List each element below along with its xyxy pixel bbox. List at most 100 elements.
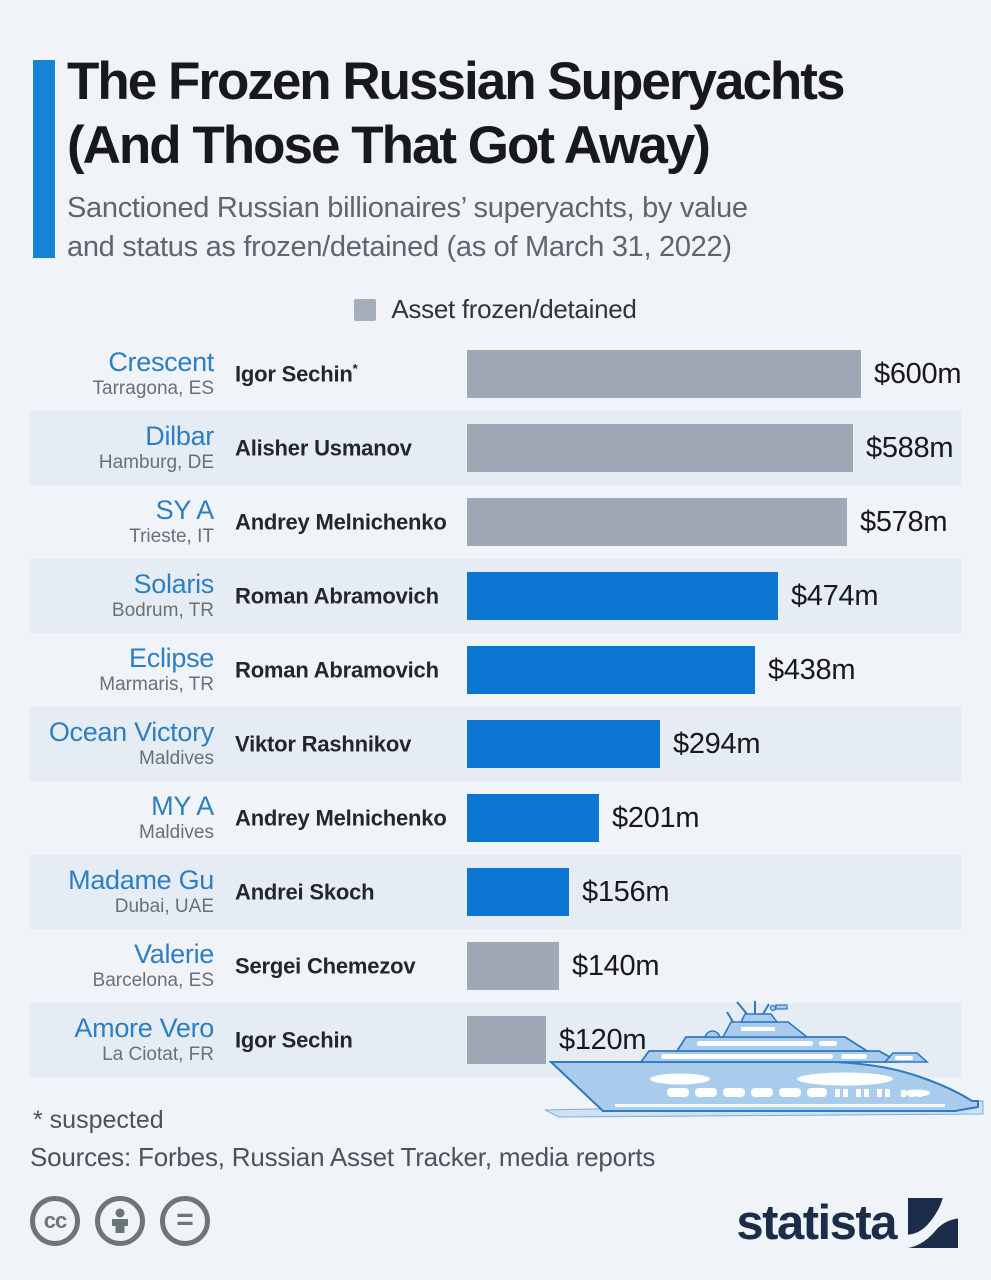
page-title: The Frozen Russian Superyachts (And Thos… (67, 52, 845, 175)
yacht-name: Valerie (134, 939, 214, 969)
value-label: $140m (572, 949, 660, 982)
page-subtitle: Sanctioned Russian billionaires’ superya… (67, 192, 748, 263)
owner-text: Roman Abramovich (235, 657, 439, 683)
owner-text: Sergei Chemezov (235, 953, 416, 979)
yacht-name: Dilbar (145, 421, 214, 451)
owner-text: Igor Sechin (235, 1027, 353, 1053)
chart-row: Crescent Tarragona, ES Igor Sechin* $600… (30, 337, 962, 411)
owner-name: Andrey Melnichenko (214, 509, 467, 535)
bar-chart: Crescent Tarragona, ES Igor Sechin* $600… (30, 337, 961, 1077)
hull-windows (667, 1088, 922, 1097)
attribution-person-icon (95, 1196, 145, 1246)
statista-mark-icon (908, 1198, 958, 1248)
yacht-location: Trieste, IT (129, 526, 214, 547)
legend: Asset frozen/detained (0, 294, 991, 325)
yacht-name: MY A (151, 791, 214, 821)
bar-area: $438m (467, 646, 961, 694)
yacht-label: Ocean Victory Maldives (30, 717, 214, 771)
value-label: $156m (582, 875, 670, 908)
bar-area: $578m (467, 498, 961, 546)
value-bar (467, 350, 861, 398)
yacht-name: Ocean Victory (48, 717, 214, 747)
legend-swatch-icon (354, 298, 377, 321)
suspected-asterisk: * (352, 360, 358, 376)
chart-row: SY A Trieste, IT Andrey Melnichenko $578… (30, 485, 961, 559)
owner-name: Igor Sechin* (214, 361, 467, 387)
yacht-location: Hamburg, DE (98, 452, 214, 473)
title-accent-bar (33, 60, 55, 258)
value-label: $588m (866, 431, 954, 464)
owner-text: Andrei Skoch (235, 879, 375, 905)
owner-name: Sergei Chemezov (214, 953, 467, 979)
yacht-location: La Ciotat, FR (102, 1044, 214, 1065)
superyacht-illustration (545, 1001, 984, 1118)
legend-label: Asset frozen/detained (391, 294, 637, 324)
value-bar (467, 720, 660, 768)
value-label: $120m (559, 1023, 647, 1056)
yacht-location: Tarragona, ES (92, 378, 214, 399)
yacht-name: Crescent (108, 347, 214, 377)
statista-logo: statista (736, 1195, 958, 1251)
value-bar (467, 1016, 546, 1064)
yacht-name: SY A (155, 495, 215, 525)
chart-row: Dilbar Hamburg, DE Alisher Usmanov $588m (30, 411, 961, 485)
owner-text: Andrey Melnichenko (235, 805, 447, 831)
value-label: $294m (673, 727, 761, 760)
owner-name: Andrei Skoch (214, 879, 467, 905)
yacht-label: MY A Maldives (30, 791, 214, 845)
bar-area: $140m (467, 942, 961, 990)
owner-name: Viktor Rashnikov (214, 731, 467, 757)
chart-row: Eclipse Marmaris, TR Roman Abramovich $4… (30, 633, 961, 707)
value-label: $600m (874, 357, 962, 390)
yacht-superstructure (703, 1001, 810, 1038)
yacht-location: Maldives (139, 822, 214, 843)
bar-area: $474m (467, 572, 961, 620)
owner-name: Andrey Melnichenko (214, 805, 467, 831)
person-glyph (112, 1208, 128, 1233)
mast-antennas (726, 1001, 770, 1023)
value-label: $474m (791, 579, 879, 612)
cc-icon: cc (30, 1196, 80, 1246)
bar-area: $156m (467, 868, 961, 916)
yacht-location: Barcelona, ES (92, 970, 214, 991)
bar-area: $600m (467, 350, 961, 398)
chart-rows: Crescent Tarragona, ES Igor Sechin* $600… (30, 337, 961, 1077)
yacht-name: Madame Gu (68, 865, 214, 895)
chart-row: Madame Gu Dubai, UAE Andrei Skoch $156m (30, 855, 961, 929)
no-derivatives-equals-icon: = (160, 1196, 210, 1246)
yacht-label: Solaris Bodrum, TR (30, 569, 214, 623)
yacht-label: Eclipse Marmaris, TR (30, 643, 214, 697)
owner-text: Roman Abramovich (235, 583, 439, 609)
yacht-label: Dilbar Hamburg, DE (30, 421, 214, 475)
yacht-location: Maldives (139, 748, 214, 769)
chart-row: Solaris Bodrum, TR Roman Abramovich $474… (30, 559, 961, 633)
bar-area: $588m (467, 424, 961, 472)
value-bar (467, 942, 559, 990)
yacht-location: Bodrum, TR (111, 600, 214, 621)
yacht-label: SY A Trieste, IT (30, 495, 214, 549)
owner-name: Roman Abramovich (214, 657, 467, 683)
chart-row: Valerie Barcelona, ES Sergei Chemezov $1… (30, 929, 961, 1003)
value-bar (467, 794, 599, 842)
bar-area: $120m (467, 1016, 961, 1064)
value-label: $201m (612, 801, 700, 834)
owner-name: Alisher Usmanov (214, 435, 467, 461)
statista-wordmark: statista (736, 1196, 897, 1250)
value-label: $438m (768, 653, 856, 686)
sources-line: Sources: Forbes, Russian Asset Tracker, … (30, 1142, 656, 1172)
yacht-name: Amore Vero (74, 1013, 214, 1043)
footnote: * suspected (33, 1106, 164, 1134)
yacht-label: Madame Gu Dubai, UAE (30, 865, 214, 919)
yacht-label: Amore Vero La Ciotat, FR (30, 1013, 214, 1067)
chart-row: MY A Maldives Andrey Melnichenko $201m (30, 781, 961, 855)
yacht-location: Dubai, UAE (114, 896, 214, 917)
yacht-label: Crescent Tarragona, ES (30, 347, 215, 401)
yacht-label: Valerie Barcelona, ES (30, 939, 215, 993)
owner-text: Viktor Rashnikov (235, 731, 412, 757)
value-bar (467, 868, 569, 916)
owner-text: Igor Sechin (235, 361, 353, 387)
bar-area: $201m (467, 794, 961, 842)
yacht-name: Eclipse (129, 643, 214, 673)
value-bar (467, 424, 853, 472)
